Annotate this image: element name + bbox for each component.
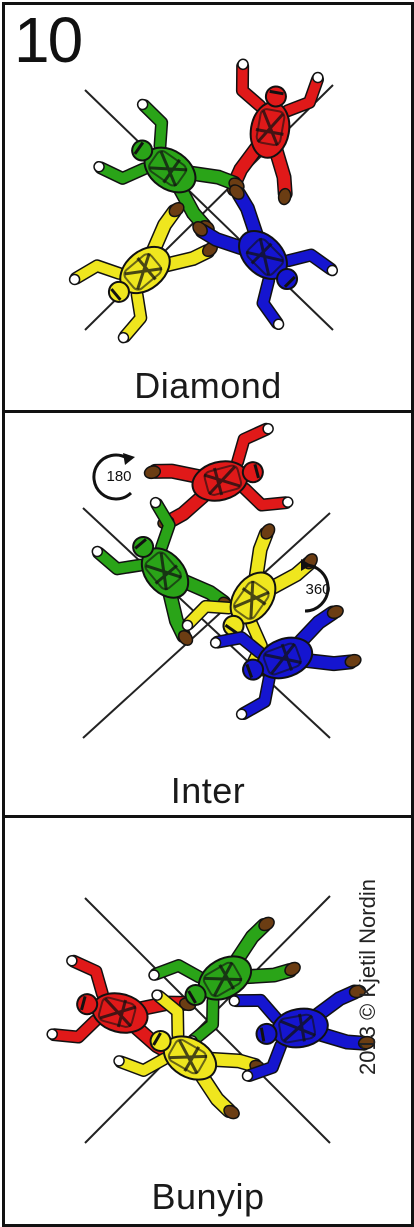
panel-title-inter: Inter — [170, 770, 246, 811]
blue-jumper — [209, 605, 362, 721]
panel-title-diamond: Diamond — [134, 365, 282, 406]
green-jumper — [148, 916, 301, 1047]
green-jumper — [93, 98, 245, 235]
diamond-diagram — [68, 58, 339, 344]
yellow-jumper — [68, 201, 218, 344]
panel-inter: 180 360 Inter — [5, 413, 411, 815]
panel-bunyip: Bunyip — [5, 818, 411, 1222]
rotation-label-360: 360 — [305, 581, 330, 598]
yellow-jumper — [113, 989, 266, 1120]
center-x-line — [82, 507, 331, 739]
red-jumper — [143, 422, 294, 530]
inter-diagram: 180 360 — [82, 422, 362, 739]
center-x-line — [84, 89, 334, 331]
panel-divider — [2, 815, 414, 818]
bunyip-diagram — [46, 895, 376, 1144]
green-jumper — [91, 496, 234, 646]
rotation-arrow-180: 180 — [92, 453, 135, 501]
blue-jumper — [228, 984, 376, 1082]
copyright-text: 2013 © Kjetil Nordin — [355, 879, 380, 1075]
rotation-arrow-360: 360 — [301, 559, 331, 613]
panel-title-bunyip: Bunyip — [151, 1176, 265, 1217]
center-x-line — [82, 512, 331, 739]
panel-diamond: Diamond — [5, 5, 411, 410]
panel-divider — [2, 410, 414, 413]
blue-jumper — [192, 184, 339, 331]
rotation-label-180: 180 — [106, 468, 131, 485]
formation-number: 10 — [14, 4, 83, 76]
